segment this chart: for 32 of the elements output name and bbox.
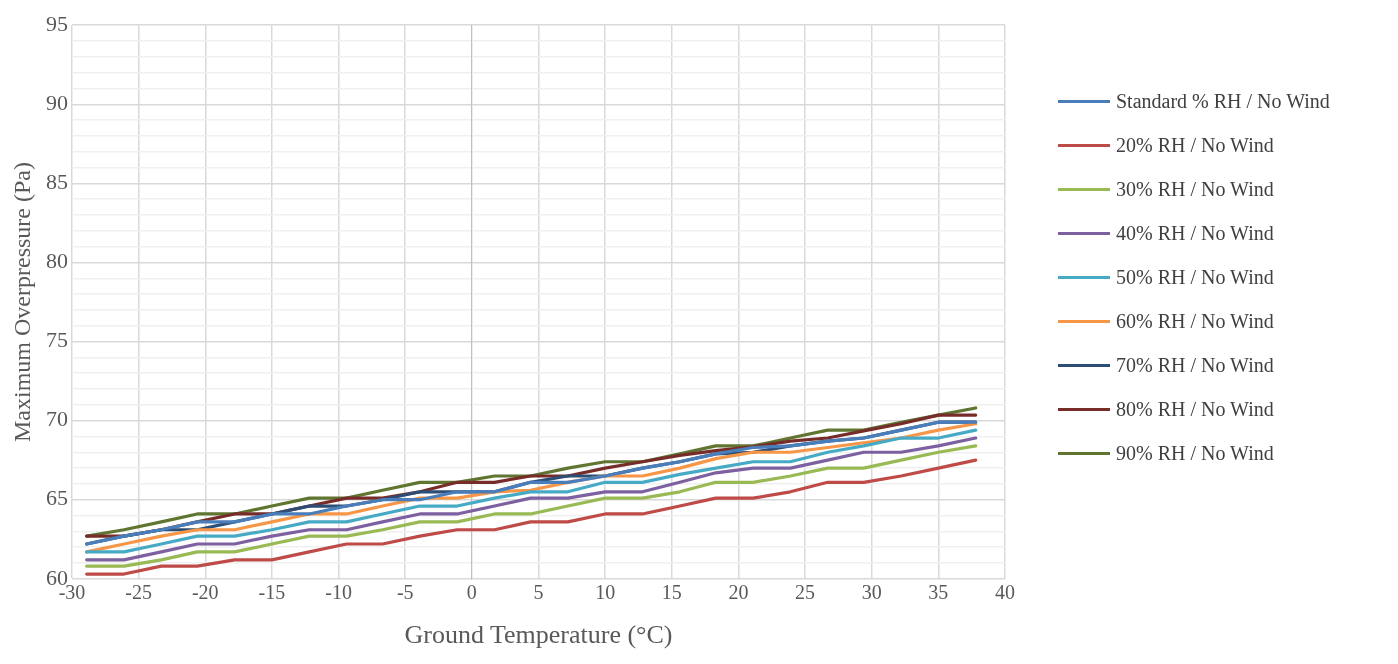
x-tick-label: 35 bbox=[928, 581, 949, 604]
x-tick-label: -5 bbox=[396, 581, 414, 604]
legend-label: 50% RH / No Wind bbox=[1116, 265, 1274, 289]
x-tick-label: 10 bbox=[595, 581, 616, 604]
legend-label: 90% RH / No Wind bbox=[1116, 441, 1274, 465]
x-tick-label: 20 bbox=[728, 581, 749, 604]
y-tick-label: 80 bbox=[46, 248, 68, 274]
legend-label: 20% RH / No Wind bbox=[1116, 133, 1274, 157]
legend-label: 60% RH / No Wind bbox=[1116, 309, 1274, 333]
x-tick-label: 40 bbox=[995, 581, 1015, 604]
x-tick-label: -25 bbox=[125, 581, 152, 604]
y-tick-label: 95 bbox=[46, 10, 68, 36]
y-tick-label: 75 bbox=[46, 327, 68, 353]
legend-label: Standard % RH / No Wind bbox=[1116, 89, 1330, 113]
y-tick-label: 85 bbox=[46, 169, 68, 195]
x-tick-label: -15 bbox=[258, 581, 286, 604]
x-tick-label: 5 bbox=[533, 581, 544, 604]
x-tick-label: 15 bbox=[661, 581, 682, 604]
x-tick-label: 25 bbox=[795, 581, 816, 604]
x-tick-label: -20 bbox=[191, 581, 219, 604]
legend-label: 70% RH / No Wind bbox=[1116, 353, 1274, 377]
legend-label: 30% RH / No Wind bbox=[1116, 177, 1274, 201]
x-tick-label: 30 bbox=[861, 581, 882, 604]
x-tick-label: -10 bbox=[325, 581, 352, 604]
y-tick-label: 65 bbox=[46, 485, 68, 511]
y-tick-label: 90 bbox=[46, 90, 68, 116]
x-tick-label: 0 bbox=[466, 581, 477, 604]
x-axis-title: Ground Temperature (°C) bbox=[404, 620, 673, 650]
legend-label: 40% RH / No Wind bbox=[1116, 221, 1274, 245]
y-axis-title: Maximum Overpressure (Pa) bbox=[9, 162, 36, 442]
legend-label: 80% RH / No Wind bbox=[1116, 397, 1274, 421]
y-tick-label: 70 bbox=[46, 406, 68, 432]
